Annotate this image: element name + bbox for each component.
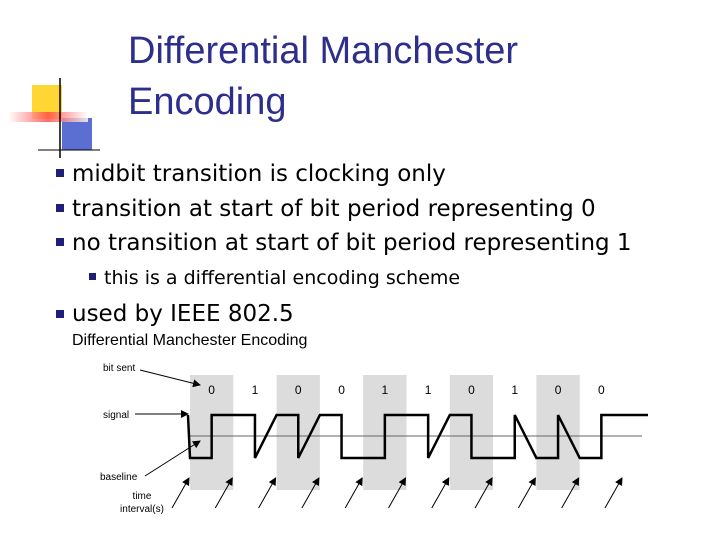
interval-arrow [171,477,190,509]
bullet-markers [56,169,96,318]
interval-arrow [301,477,320,509]
bullet: midbit transition is clocking only [72,161,446,187]
interval-arrow [344,477,363,509]
label: interval(s) [120,504,164,515]
bit-value: 0 [598,383,605,397]
label: signal [103,410,129,421]
interval-arrow [258,477,277,509]
label: bit sent [103,363,135,374]
bit-value: 1 [425,383,432,397]
label: baseline [100,472,138,483]
bit-value: 1 [382,383,389,397]
bit-value: 0 [338,383,345,397]
bullet: used by IEEE 802.5 [72,301,294,327]
interval-arrow [561,477,580,509]
interval-arrow [214,477,233,509]
figure-caption: Differential Manchester Encoding [72,332,307,349]
interval-arrow [388,477,406,509]
bit-value: 1 [511,383,518,397]
label-arrows [135,369,201,477]
interval-arrow [431,477,450,509]
bit-value: 0 [295,383,302,397]
label: time [133,491,152,502]
interval-arrow [604,477,623,509]
bullet: no transition at start of bit period rep… [72,230,632,256]
title-line: Differential Manchester [128,30,518,72]
bit-value: 1 [252,383,259,397]
bit-value: 0 [555,383,562,397]
decoration [8,78,100,158]
sub-bullet: this is a differential encoding scheme [104,267,460,289]
interval-arrow [474,477,493,509]
title-line: Encoding [128,81,286,123]
bit-value: 0 [208,383,215,397]
signal-waveform [186,413,648,460]
interval-arrow [517,477,536,509]
bullet: transition at start of bit period repres… [72,196,596,222]
bit-value: 0 [468,383,475,397]
